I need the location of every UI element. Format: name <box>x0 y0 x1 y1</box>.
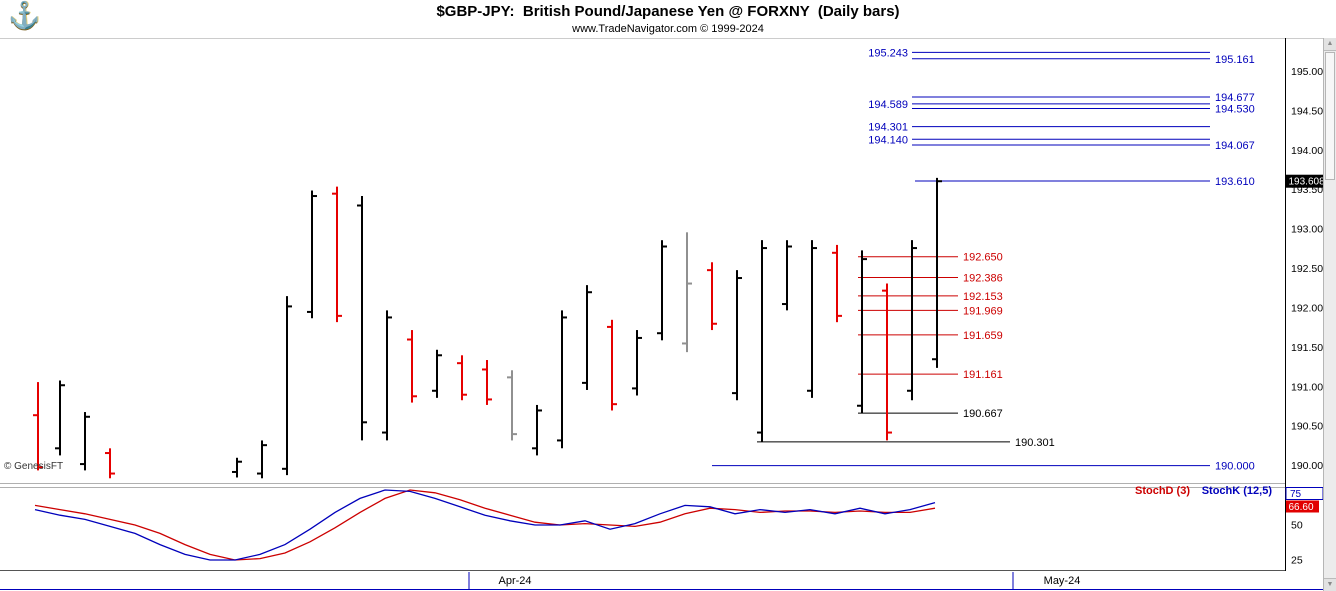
date-axis-label: Apr-24 <box>498 575 531 587</box>
chart-subtitle: www.TradeNavigator.com © 1999-2024 <box>572 23 764 35</box>
price-level-label: 194.140 <box>868 134 908 146</box>
chart-title: $GBP-JPY: British Pound/Japanese Yen @ F… <box>436 3 900 20</box>
stoch-scale-label: 25 <box>1291 555 1303 567</box>
price-tick-label: 190.000 <box>1291 460 1329 472</box>
price-level-label: 191.659 <box>963 330 1003 342</box>
price-tick-label: 190.500 <box>1291 421 1329 433</box>
stochk-legend-label: StochK (12,5) <box>1202 485 1273 497</box>
stoch-panel: StochD (3) StochK (12,5) 75 66.60 50 25 <box>34 485 1324 567</box>
stoch-top-badge-text: 75 <box>1290 489 1302 500</box>
price-tick-label: 195.000 <box>1291 66 1329 78</box>
price-level-label: 192.386 <box>963 273 1003 285</box>
price-axis-labels: 195.000194.500194.000193.500193.000192.5… <box>1291 66 1329 472</box>
stoch-value-badge-text: 66.60 <box>1289 502 1314 513</box>
price-level-label: 192.153 <box>963 291 1003 303</box>
price-level-label: 190.667 <box>963 408 1003 420</box>
price-level-label: 194.677 <box>1215 92 1255 104</box>
last-price-badge-box <box>1286 174 1327 188</box>
vertical-scrollbar[interactable]: ▲ ▼ <box>1323 38 1336 591</box>
price-level-label: 192.650 <box>963 252 1003 264</box>
price-level-label: 194.301 <box>868 122 908 134</box>
price-level-label: 194.067 <box>1215 140 1255 152</box>
price-level-label: 194.589 <box>868 99 908 111</box>
price-tick-label: 191.500 <box>1291 342 1329 354</box>
price-level-label: 194.530 <box>1215 104 1255 116</box>
panel-frame <box>0 38 1336 590</box>
stochd-legend-label: StochD (3) <box>1135 485 1190 497</box>
stochd-line <box>34 489 936 561</box>
price-level-label: 195.161 <box>1215 54 1255 66</box>
price-tick-label: 192.500 <box>1291 263 1329 275</box>
price-level-label: 191.161 <box>963 369 1003 381</box>
price-level-label: 190.000 <box>1215 461 1255 473</box>
last-price-badge: 193.608 <box>1286 174 1327 188</box>
stoch-scale-label: 50 <box>1291 520 1303 532</box>
app-logo-anchor-icon: ⚓ <box>8 0 41 30</box>
genesisft-watermark: © GenesisFT <box>4 461 64 472</box>
price-tick-label: 194.000 <box>1291 145 1329 157</box>
price-level-label: 191.969 <box>963 305 1003 317</box>
price-tick-label: 192.000 <box>1291 302 1329 314</box>
scrollbar-up-arrow-icon[interactable]: ▲ <box>1324 38 1336 51</box>
price-level-lines <box>712 51 1210 467</box>
ohlc-bars <box>33 177 942 479</box>
scrollbar-down-arrow-icon[interactable]: ▼ <box>1324 578 1336 591</box>
scrollbar-thumb[interactable] <box>1325 52 1335 180</box>
price-level-label: 195.243 <box>868 47 908 59</box>
date-axis: Apr-24 May-24 <box>468 572 1081 589</box>
price-tick-label: 194.500 <box>1291 105 1329 117</box>
price-tick-label: 193.000 <box>1291 224 1329 236</box>
last-price-badge-text: 193.608 <box>1289 177 1326 188</box>
price-level-label: 193.610 <box>1215 176 1255 188</box>
price-level-labels: 195.243 195.161 194.677 194.589 194.530 194.3… <box>868 47 1255 472</box>
price-tick-label: 191.000 <box>1291 381 1329 393</box>
stoch-value-badge-box <box>1286 500 1319 513</box>
price-level-label: 190.301 <box>1015 437 1055 449</box>
stochk-line <box>34 489 936 561</box>
date-axis-label: May-24 <box>1044 575 1081 587</box>
